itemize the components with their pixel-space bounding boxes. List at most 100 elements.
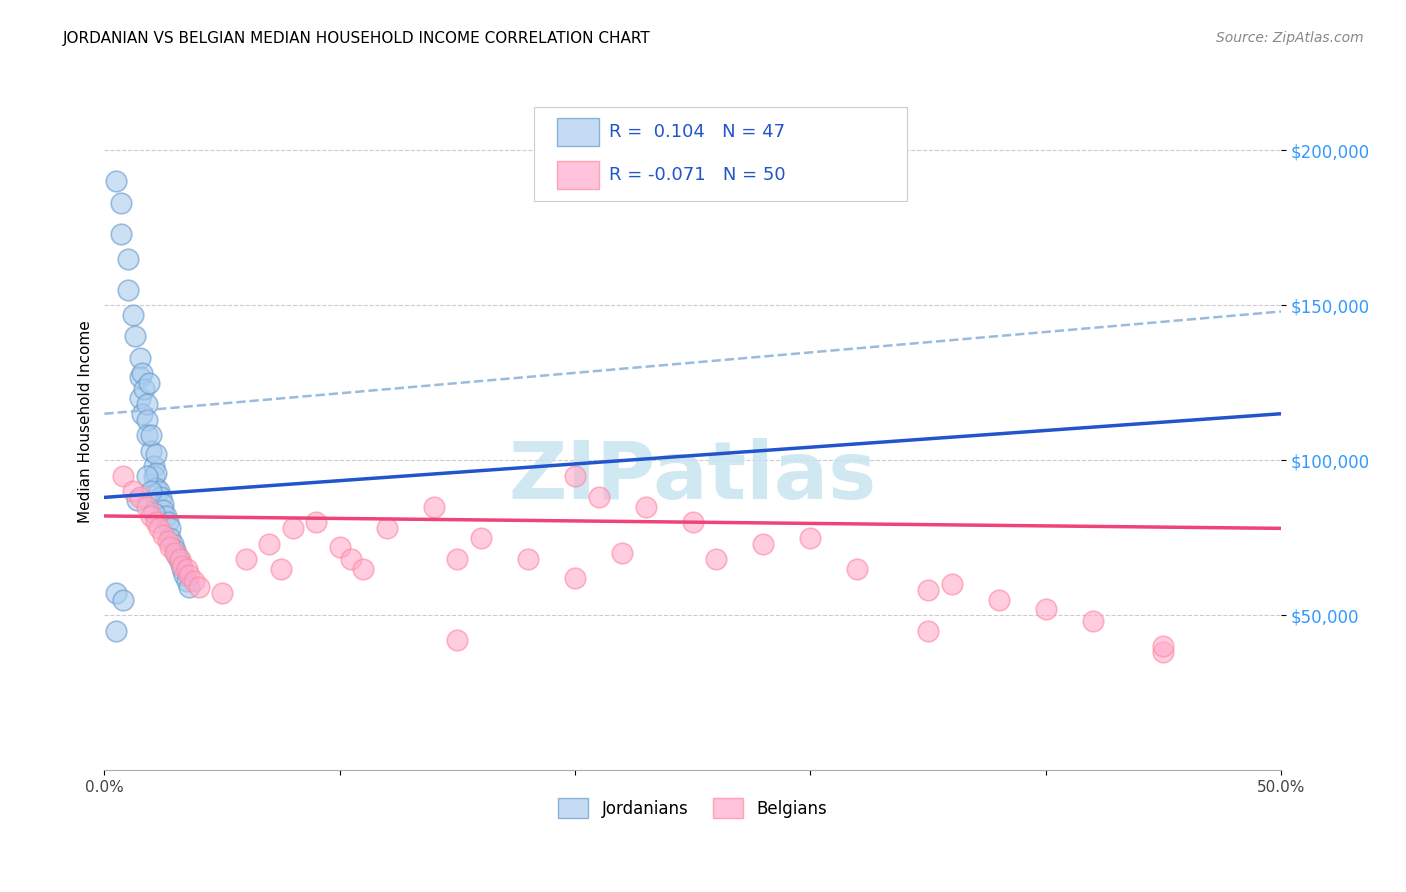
Point [105, 174, 128, 188]
Point [163, 543, 186, 558]
Point [128, 369, 150, 384]
Point [270, 561, 292, 575]
Point [446, 552, 468, 566]
Point [121, 484, 143, 499]
Point [170, 561, 193, 575]
Point [131, 367, 153, 381]
Point [799, 531, 821, 545]
Point [173, 567, 195, 582]
Point [127, 493, 149, 508]
Point [131, 407, 153, 421]
Point [145, 447, 167, 461]
Point [117, 252, 139, 266]
Point [166, 549, 188, 564]
Point [235, 552, 257, 566]
Text: ZIPatlas: ZIPatlas [509, 438, 877, 516]
Point [352, 561, 374, 575]
Point [149, 491, 172, 505]
Point [211, 586, 233, 600]
Point [987, 592, 1010, 607]
Point [634, 500, 657, 514]
Point [112, 592, 135, 607]
Point [846, 561, 869, 575]
Point [142, 459, 165, 474]
Point [135, 468, 157, 483]
Point [156, 533, 179, 548]
Point [148, 484, 170, 499]
Point [159, 531, 181, 545]
Point [135, 500, 157, 514]
Point [704, 552, 727, 566]
Point [257, 537, 280, 551]
Point [152, 527, 174, 541]
Point [1152, 645, 1174, 659]
Point [134, 382, 156, 396]
Point [135, 397, 157, 411]
Point [110, 227, 132, 241]
Point [110, 196, 132, 211]
Text: Source: ZipAtlas.com: Source: ZipAtlas.com [1216, 31, 1364, 45]
Point [128, 391, 150, 405]
Point [917, 583, 939, 598]
Point [145, 481, 167, 495]
Text: R =  0.104   N = 47: R = 0.104 N = 47 [609, 123, 785, 141]
Point [155, 508, 177, 523]
Point [124, 329, 146, 343]
Point [141, 484, 163, 499]
Point [148, 521, 170, 535]
Point [375, 521, 398, 535]
Point [141, 508, 163, 523]
Point [340, 552, 363, 566]
Point [138, 376, 160, 390]
Text: R = -0.071   N = 50: R = -0.071 N = 50 [609, 166, 786, 184]
Point [329, 540, 352, 554]
Point [564, 571, 586, 585]
Point [176, 561, 198, 575]
Point [135, 413, 157, 427]
Point [128, 351, 150, 365]
Point [152, 497, 174, 511]
Point [1081, 615, 1104, 629]
Point [1035, 602, 1057, 616]
Point [159, 540, 181, 554]
Point [112, 468, 135, 483]
Point [141, 444, 163, 458]
Point [588, 491, 610, 505]
Point [187, 580, 209, 594]
Point [156, 515, 179, 529]
Point [423, 500, 446, 514]
Point [105, 586, 128, 600]
Point [163, 546, 186, 560]
Point [142, 506, 165, 520]
Point [177, 580, 200, 594]
Point [135, 428, 157, 442]
Point [941, 577, 963, 591]
Point [159, 521, 181, 535]
Point [141, 428, 163, 442]
Point [281, 521, 304, 535]
Point [145, 515, 167, 529]
Point [752, 537, 775, 551]
Point [446, 632, 468, 647]
Point [917, 624, 939, 638]
Point [162, 537, 184, 551]
Point [121, 308, 143, 322]
Y-axis label: Median Household Income: Median Household Income [79, 320, 93, 523]
Point [117, 283, 139, 297]
Point [517, 552, 540, 566]
Point [170, 558, 193, 573]
Point [169, 556, 191, 570]
Point [682, 515, 704, 529]
Text: JORDANIAN VS BELGIAN MEDIAN HOUSEHOLD INCOME CORRELATION CHART: JORDANIAN VS BELGIAN MEDIAN HOUSEHOLD IN… [63, 31, 651, 46]
Point [177, 567, 200, 582]
Point [1152, 639, 1174, 653]
Point [176, 574, 198, 588]
Point [142, 468, 165, 483]
Point [183, 574, 205, 588]
Point [305, 515, 328, 529]
Point [145, 466, 167, 480]
Legend: Jordanians, Belgians: Jordanians, Belgians [551, 792, 834, 824]
Point [105, 624, 128, 638]
Point [128, 491, 150, 505]
Point [470, 531, 492, 545]
